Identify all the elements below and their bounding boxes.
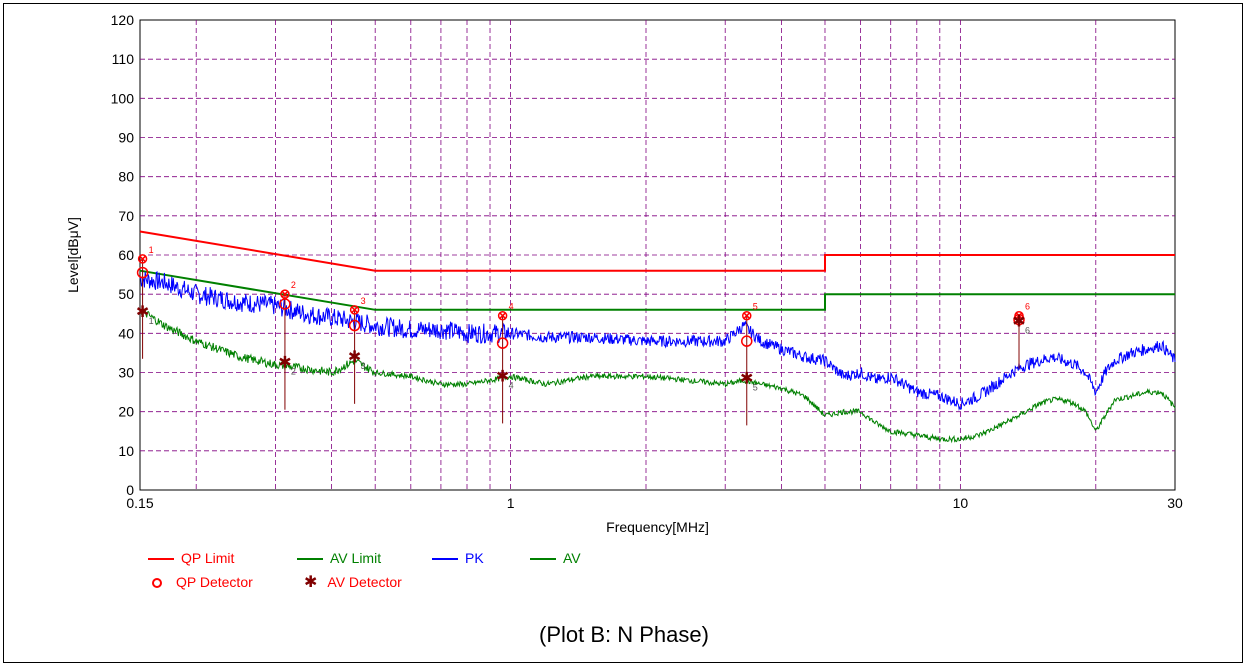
legend-pk: PK <box>432 550 484 566</box>
y-tick-label: 40 <box>118 325 134 341</box>
qp-limit-cross <box>139 255 147 263</box>
circle-icon <box>152 578 162 589</box>
legend-av-limit: AV Limit <box>297 550 381 566</box>
legend-qp-limit-label: QP Limit <box>181 550 235 566</box>
legend-qp-detector-label: QP Detector <box>176 574 253 590</box>
marker-label: 3 <box>361 361 366 371</box>
marker-label: 4 <box>509 302 514 312</box>
av-detector-point: ✱ <box>348 347 361 366</box>
av-detector-point: ✱ <box>136 302 149 321</box>
y-tick-label: 30 <box>118 365 134 381</box>
marker-label: 1 <box>149 316 154 326</box>
legend-pk-label: PK <box>465 550 484 566</box>
plot-caption: (Plot B: N Phase) <box>539 622 709 647</box>
marker-label: 2 <box>291 280 296 290</box>
y-tick-label: 70 <box>118 208 134 224</box>
y-tick-label: 80 <box>118 169 134 185</box>
legend-av: AV <box>530 550 581 566</box>
qp-limit-cross <box>499 312 507 320</box>
qp-limit-series-line <box>139 230 1175 272</box>
legend-qp-detector: QP Detector <box>152 574 253 590</box>
x-tick-labels: 0.15 1 10 30 <box>126 495 1183 511</box>
qp-limit-swatch <box>148 558 174 561</box>
marker-label: 5 <box>753 382 758 392</box>
y-tick-labels: 0 10 20 30 40 50 60 70 80 90 100 110 120 <box>111 12 135 498</box>
legend-av-detector-label: AV Detector <box>327 574 402 590</box>
y-tick-label: 90 <box>118 130 134 146</box>
pk-series-line <box>139 271 1176 411</box>
qp-limit-marker <box>742 310 752 321</box>
av-detector-point: ✱ <box>496 366 509 385</box>
x-tick-label: 10 <box>953 495 969 511</box>
qp-limit-circle <box>137 254 148 264</box>
qp-limit-circle <box>497 310 508 321</box>
marker-label: 6 <box>1025 302 1030 312</box>
y-tick-label: 100 <box>111 90 135 106</box>
y-tick-label: 60 <box>118 247 134 263</box>
y-tick-label: 10 <box>118 443 134 459</box>
qp-detector-point <box>136 266 149 279</box>
marker-label: 6 <box>1025 326 1030 336</box>
qp-limit-cross <box>281 290 289 298</box>
y-tick-label: 20 <box>118 404 134 420</box>
av-swatch <box>530 558 556 561</box>
qp-detector-point <box>741 335 753 347</box>
av-limit-swatch <box>297 558 323 561</box>
y-axis-label: Level[dBμV] <box>65 217 81 293</box>
av-detector-point: ✱ <box>740 368 753 387</box>
marker-label: 1 <box>149 245 154 255</box>
marker-label: 5 <box>753 302 758 312</box>
qp-limit-marker <box>497 310 508 321</box>
marker-label: 3 <box>361 296 366 306</box>
asterisk-icon: ✱ <box>304 574 318 591</box>
x-axis-label: Frequency[MHz] <box>606 519 709 535</box>
legend-av-limit-label: AV Limit <box>330 550 382 566</box>
y-tick-label: 0 <box>126 482 134 498</box>
av-limit-series-line <box>139 269 1175 311</box>
x-tick-label: 30 <box>1167 495 1183 511</box>
qp-detector-point <box>348 319 361 332</box>
av-series-line <box>139 307 1176 444</box>
x-tick-label: 1 <box>507 495 515 511</box>
qp-detector-point <box>1013 313 1025 326</box>
av-detector-point: ✱ <box>1012 312 1025 331</box>
av-detector-point: ✱ <box>278 353 291 372</box>
marker-label: 2 <box>291 367 296 377</box>
qp-detector-point <box>496 337 509 349</box>
qp-detector-point <box>279 298 291 310</box>
legend-av-detector: ✱ AV Detector <box>304 572 402 592</box>
legend-av-label: AV <box>563 550 581 566</box>
qp-limit-marker <box>137 254 148 264</box>
qp-limit-circle <box>742 310 752 321</box>
marker-label: 4 <box>509 380 514 390</box>
y-tick-label: 110 <box>112 51 135 67</box>
report-frame <box>3 3 1243 663</box>
qp-limit-cross <box>743 312 751 320</box>
y-tick-label: 50 <box>118 286 134 302</box>
qp-limit-cross <box>351 306 359 314</box>
series-layer <box>139 230 1176 444</box>
qp-limit-circle <box>280 289 290 299</box>
qp-limit-cross <box>1015 312 1023 320</box>
qp-limit-marker <box>349 305 360 315</box>
qp-limit-marker <box>280 289 290 299</box>
legend-qp-limit: QP Limit <box>148 550 234 566</box>
x-tick-label: 0.15 <box>126 495 153 511</box>
marker-layer: ✱11✱22✱33✱44 ✱55✱66 <box>136 245 1030 426</box>
y-tick-label: 120 <box>111 12 135 28</box>
pk-swatch <box>432 558 458 561</box>
qp-limit-circle <box>349 305 360 315</box>
emission-chart: ✱11✱22✱33✱44 ✱55✱66 0.15 1 10 30 01020304050… <box>65 12 1183 535</box>
